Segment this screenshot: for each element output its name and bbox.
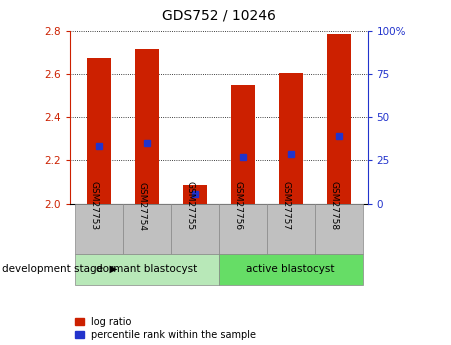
Text: development stage  ▶: development stage ▶ [2,264,118,274]
Text: dormant blastocyst: dormant blastocyst [96,264,198,274]
Text: GSM27754: GSM27754 [138,181,147,230]
Text: GDS752 / 10246: GDS752 / 10246 [162,9,276,23]
Bar [171,204,219,254]
Bar [219,254,363,285]
Bar [183,185,207,204]
Bar [87,58,110,204]
Bar [75,254,219,285]
Text: active blastocyst: active blastocyst [247,264,335,274]
Text: GSM27755: GSM27755 [186,181,195,230]
Bar [231,85,255,204]
Bar [279,73,303,204]
Text: GSM27756: GSM27756 [234,181,243,230]
Bar [123,204,171,254]
Text: GSM27758: GSM27758 [330,181,339,230]
Bar [75,204,123,254]
Bar [135,49,159,204]
Text: GSM27753: GSM27753 [90,181,99,230]
Bar [315,204,363,254]
Bar [267,204,315,254]
Text: GSM27757: GSM27757 [282,181,291,230]
Bar [219,204,267,254]
Bar [327,34,351,204]
Legend: log ratio, percentile rank within the sample: log ratio, percentile rank within the sa… [75,317,256,340]
